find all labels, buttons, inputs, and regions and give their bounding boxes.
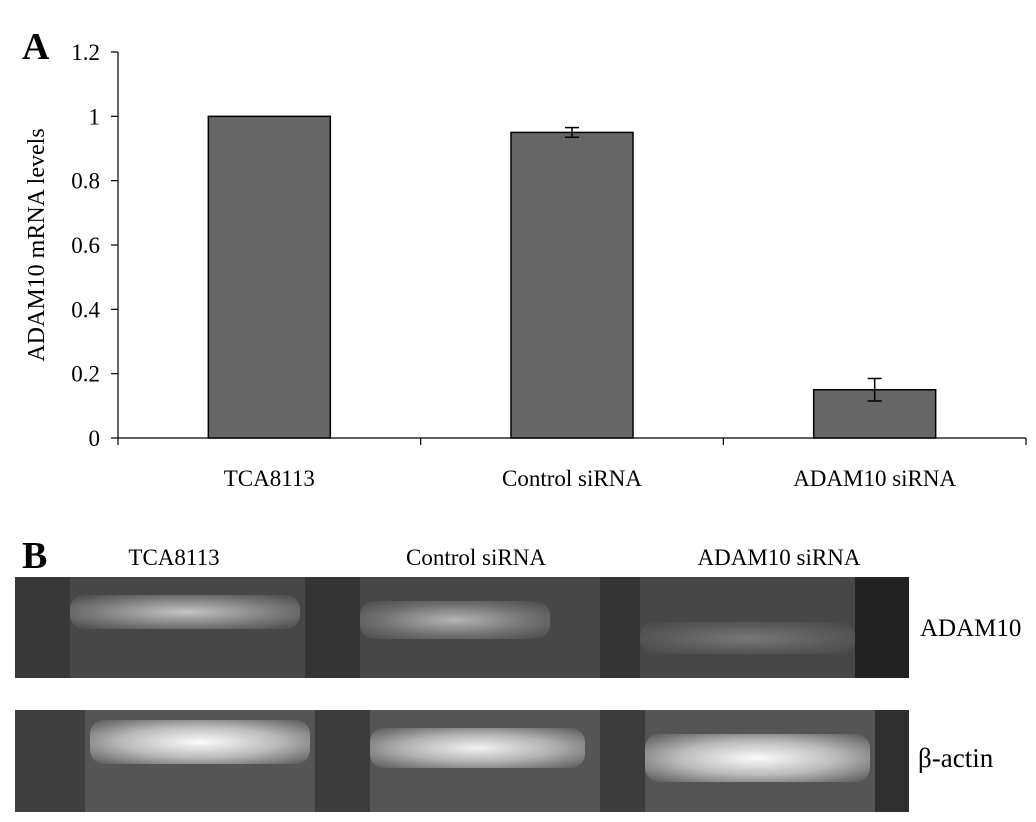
gel-band-adam10-tca8113 (70, 595, 300, 629)
y-tick-label: 0.2 (71, 362, 100, 387)
bar-0 (207, 115, 332, 439)
y-tick-label: 0 (89, 426, 101, 451)
y-tick-label: 0.4 (71, 297, 100, 322)
gel-row-label-adam10: ADAM10 (920, 615, 1022, 642)
gel-row-label-beta-actin: β-actin (918, 743, 994, 773)
chart-error-bars (565, 126, 882, 402)
gel-band-actin-tca8113 (90, 720, 310, 764)
gel-band-adam10-adam10sirna (640, 622, 855, 654)
chart-bars (207, 115, 937, 439)
y-tick-labels: 0 0.2 0.4 0.6 0.8 1 1.2 (71, 40, 100, 451)
gel-image-adam10 (15, 577, 909, 678)
bar-chart: 0 0.2 0.4 0.6 0.8 1 1.2 TCA8113 Control siRNA AD… (24, 40, 1027, 491)
gel-band-actin-adam10sirna (645, 734, 870, 782)
y-tick-label: 1.2 (71, 40, 100, 65)
panel-a-letter: A (22, 26, 50, 68)
bar-1 (510, 131, 634, 439)
gel-band-adam10-control (360, 601, 550, 639)
x-tick-label: Control siRNA (502, 466, 642, 491)
gel-image-beta-actin (15, 710, 909, 812)
y-tick-label: 0.8 (71, 169, 100, 194)
gel-lane-label-control-sirna: Control siRNA (406, 545, 546, 570)
y-axis-label: ADAM10 mRNA levels (24, 128, 50, 361)
y-tick-label: 1 (89, 104, 101, 129)
y-tick-label: 0.6 (71, 233, 100, 258)
gel-lane-label-tca8113: TCA8113 (128, 545, 220, 570)
x-tick-label: ADAM10 siRNA (793, 466, 956, 491)
x-tick-label: TCA8113 (224, 466, 315, 491)
gel-lane-label-adam10-sirna: ADAM10 siRNA (697, 545, 861, 570)
bar-2 (812, 389, 937, 439)
panel-b-letter: B (22, 535, 48, 577)
gel-band-actin-control (370, 728, 585, 768)
x-tick-labels: TCA8113 Control siRNA ADAM10 siRNA (224, 466, 957, 491)
